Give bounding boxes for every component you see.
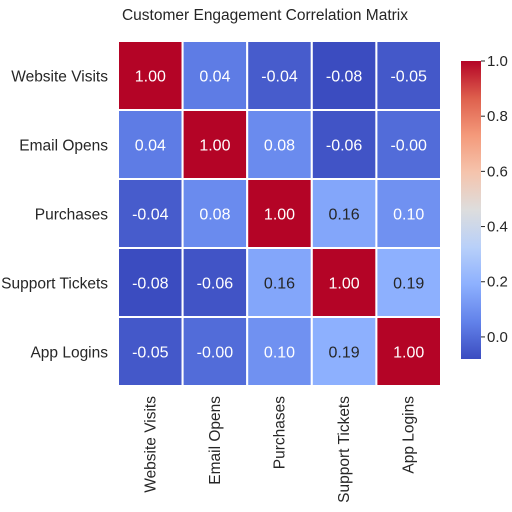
cell-value-label: 0.16 <box>264 276 295 293</box>
heatmap-cell <box>181 316 249 387</box>
cell-value-label: 0.04 <box>135 138 166 155</box>
heatmap-cell <box>310 247 378 318</box>
cell-value-label: 0.08 <box>199 207 230 224</box>
heatmap-cell <box>375 109 442 180</box>
heatmap-cell <box>181 40 249 111</box>
x-tick-label: Purchases <box>272 396 289 469</box>
colorbar: 0.0 0.2 0.4 0.6 0.8 1.0 <box>461 53 508 359</box>
colorbar-ticks: 0.0 0.2 0.4 0.6 0.8 1.0 <box>481 53 508 346</box>
cell-value-label: 1.00 <box>329 276 360 293</box>
x-tick-label: Support Tickets <box>336 396 353 503</box>
colorbar-tick-label: 0.2 <box>487 274 508 291</box>
cell-value-label: 0.19 <box>393 276 424 293</box>
chart-title: Customer Engagement Correlation Matrix <box>122 7 408 24</box>
colorbar-tick-label: 0.8 <box>487 108 508 125</box>
y-tick-label: Support Tickets <box>1 276 108 293</box>
colorbar-tick-label: 0.4 <box>487 219 508 236</box>
colorbar-tick-label: 0.6 <box>487 163 508 180</box>
heatmap-cell <box>375 247 442 318</box>
x-axis-tick-labels: Website Visits Email Opens Purchases Suppor… <box>142 396 417 503</box>
heatmap-cell <box>181 178 249 249</box>
y-tick-label: Email Opens <box>19 138 108 155</box>
heatmap-cell <box>375 316 442 387</box>
heatmap-cell <box>117 40 184 111</box>
cell-value-label: 0.16 <box>329 207 360 224</box>
heatmap-cells: 1.00 0.04 -0.04 -0.08 -0.05 0.04 1.00 0.08 -0.06… <box>117 40 442 387</box>
cell-value-label: 1.00 <box>199 138 230 155</box>
cell-value-label: 1.00 <box>393 345 424 362</box>
heatmap-cell <box>310 178 378 249</box>
colorbar-tick-label: 0.0 <box>487 329 508 346</box>
cell-value-label: -0.06 <box>326 138 363 155</box>
heatmap-cell <box>246 316 313 387</box>
cell-value-label: -0.04 <box>132 207 169 224</box>
cell-value-label: 0.08 <box>264 138 295 155</box>
cell-value-label: -0.06 <box>197 276 234 293</box>
cell-value-label: -0.08 <box>326 69 363 86</box>
cell-value-label: 0.10 <box>393 207 424 224</box>
y-tick-label: Purchases <box>35 207 108 224</box>
cell-value-label: -0.04 <box>261 69 298 86</box>
colorbar-gradient <box>461 61 481 359</box>
cell-value-label: -0.00 <box>390 138 427 155</box>
y-tick-label: Website Visits <box>11 69 108 86</box>
heatmap-cell <box>117 316 184 387</box>
cell-value-label: 1.00 <box>135 69 166 86</box>
x-tick-label: Website Visits <box>142 396 159 493</box>
cell-value-label: 0.10 <box>264 345 295 362</box>
heatmap-cell <box>181 247 249 318</box>
cell-value-label: -0.00 <box>197 345 234 362</box>
heatmap-cell <box>117 109 184 180</box>
x-tick-label: Email Opens <box>207 396 224 485</box>
y-axis-tick-labels: Website Visits Email Opens Purchases Suppor… <box>1 69 108 362</box>
colorbar-tick-label: 1.0 <box>487 53 508 70</box>
heatmap-cell <box>246 109 313 180</box>
cell-value-label: -0.08 <box>132 276 169 293</box>
cell-value-label: -0.05 <box>390 69 427 86</box>
cell-value-label: 0.19 <box>329 345 360 362</box>
y-tick-label: App Logins <box>30 345 108 362</box>
cell-value-label: -0.05 <box>132 345 169 362</box>
heatmap-cell <box>117 247 184 318</box>
cell-value-label: 1.00 <box>264 207 295 224</box>
cell-value-label: 0.04 <box>199 69 230 86</box>
x-tick-label: App Logins <box>401 396 418 474</box>
